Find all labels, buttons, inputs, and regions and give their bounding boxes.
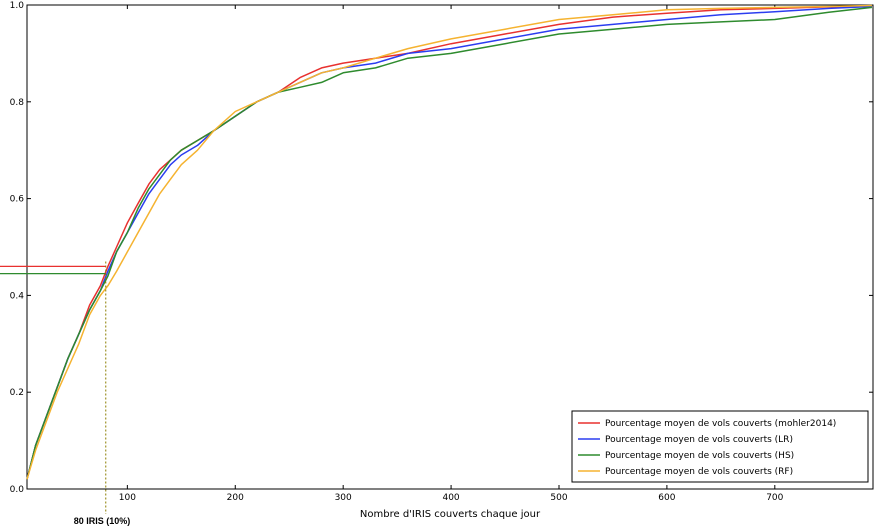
- legend-box: [571, 410, 869, 483]
- x-tick-label: 100: [119, 493, 136, 503]
- y-tick-label: 0.0: [10, 485, 25, 495]
- y-tick-label: 0.8: [10, 98, 25, 108]
- y-tick-label: 0.4: [10, 291, 25, 301]
- legend-entry-label: Pourcentage moyen de vols couverts (HS): [605, 451, 794, 461]
- x-tick-label: 600: [658, 493, 675, 503]
- annotation-layer: [0, 261, 107, 514]
- series-line-2: [26, 6, 872, 480]
- series-line-1: [26, 5, 872, 480]
- y-tick-label: 0.2: [10, 388, 24, 398]
- plot-frame: [26, 4, 874, 490]
- x-axis-label: Nombre d'IRIS couverts chaque jour: [360, 509, 541, 520]
- series-line-3: [26, 4, 872, 480]
- x-tick-label: 500: [550, 493, 567, 503]
- legend-entry-label: Pourcentage moyen de vols couverts (LR): [605, 435, 793, 445]
- x-axis: 100 200 300 400 500 600 700: [119, 5, 784, 503]
- y-axis: 0.0 0.2 0.4 0.6 0.8 1.0: [10, 1, 873, 495]
- x-tick-label: 400: [442, 493, 459, 503]
- annotation-label: 80 IRIS (10%): [74, 516, 131, 526]
- series-line-0: [26, 5, 872, 480]
- y-tick-label: 1.0: [10, 1, 25, 11]
- x-tick-label: 300: [335, 493, 352, 503]
- legend-entry-label: Pourcentage moyen de vols couverts (mohl…: [605, 419, 836, 429]
- legend: Pourcentage moyen de vols couverts (mohl…: [571, 410, 869, 483]
- x-tick-label: 200: [227, 493, 244, 503]
- x-tick-label: 700: [766, 493, 783, 503]
- y-tick-label: 0.6: [10, 195, 25, 205]
- legend-entry-label: Pourcentage moyen de vols couverts (RF): [605, 467, 793, 477]
- series-layer: [26, 4, 872, 480]
